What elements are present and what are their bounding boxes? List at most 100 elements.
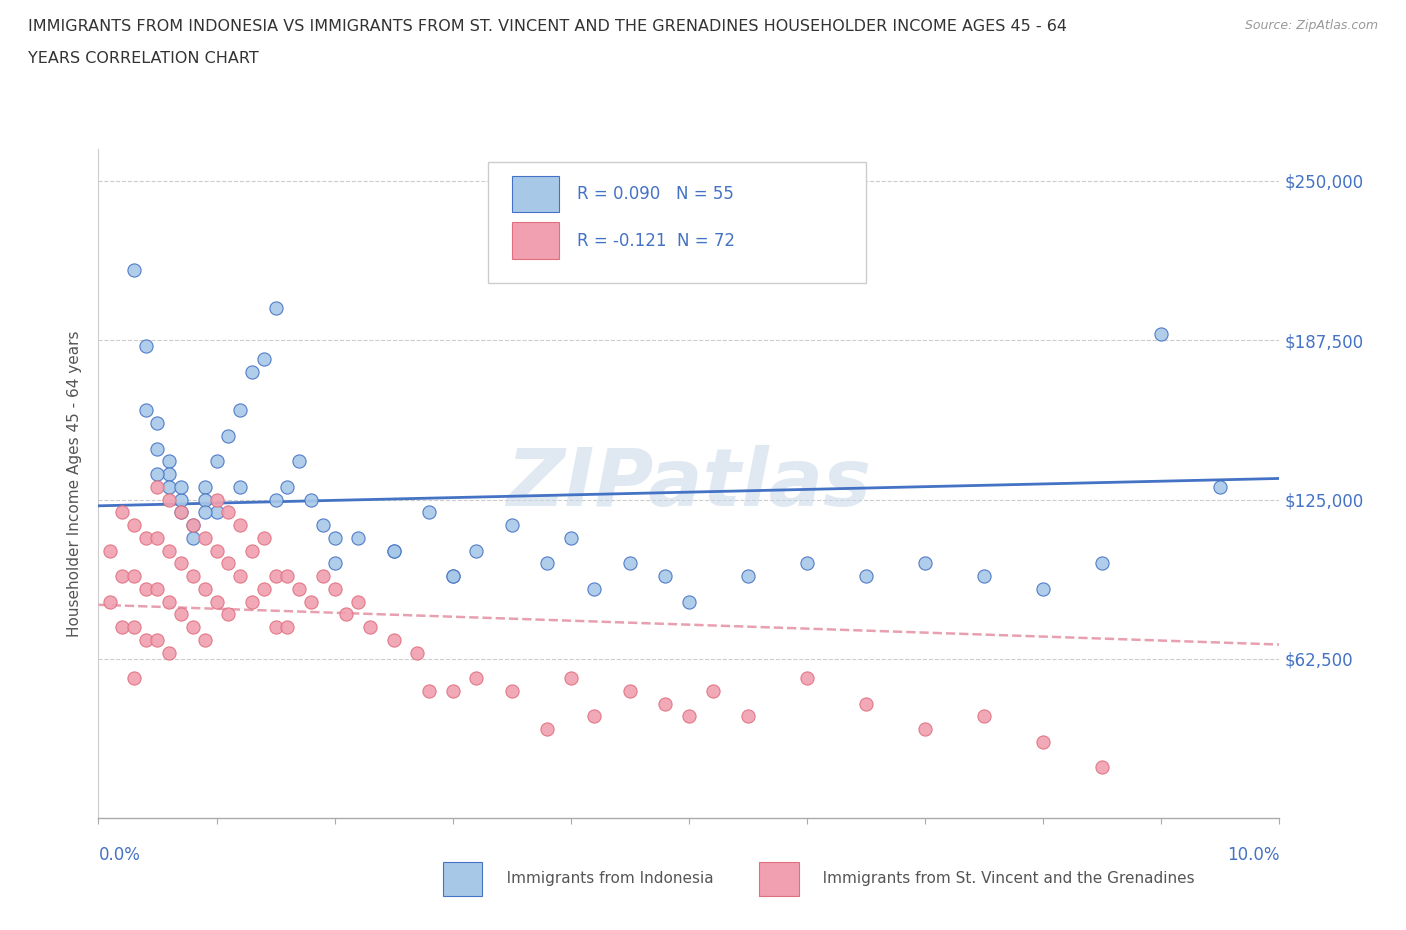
Point [583, 709, 606, 724]
Point [1091, 760, 1114, 775]
Point [146, 441, 169, 456]
Point [194, 632, 217, 647]
Point [135, 632, 157, 647]
Point [122, 671, 145, 685]
Point [312, 568, 335, 583]
Point [122, 262, 145, 277]
Point [205, 492, 228, 507]
Point [536, 722, 558, 737]
Point [135, 339, 157, 354]
Text: 10.0%: 10.0% [1227, 846, 1279, 864]
Point [678, 709, 700, 724]
Point [170, 505, 193, 520]
Text: YEARS CORRELATION CHART: YEARS CORRELATION CHART [28, 51, 259, 66]
Point [465, 543, 488, 558]
Point [194, 492, 217, 507]
Point [240, 543, 263, 558]
Point [122, 568, 145, 583]
Point [170, 556, 193, 571]
Point [135, 530, 157, 545]
Point [359, 619, 381, 634]
Point [973, 568, 995, 583]
Point [122, 518, 145, 533]
Point [229, 568, 252, 583]
Text: R = -0.121  N = 72: R = -0.121 N = 72 [576, 232, 735, 250]
Point [382, 543, 405, 558]
Point [560, 671, 582, 685]
Point [98, 594, 121, 609]
Point [796, 671, 818, 685]
Point [382, 543, 405, 558]
Point [323, 530, 346, 545]
Point [654, 568, 676, 583]
Y-axis label: Householder Income Ages 45 - 64 years: Householder Income Ages 45 - 64 years [67, 330, 83, 637]
Point [1032, 735, 1054, 750]
Point [157, 543, 180, 558]
Point [264, 492, 287, 507]
Point [170, 607, 193, 622]
Point [737, 568, 759, 583]
Point [181, 518, 204, 533]
Point [702, 684, 724, 698]
Point [276, 479, 298, 494]
Point [217, 505, 239, 520]
Text: Immigrants from St. Vincent and the Grenadines: Immigrants from St. Vincent and the Gren… [808, 871, 1195, 886]
FancyBboxPatch shape [512, 222, 560, 259]
Point [347, 530, 370, 545]
Point [619, 556, 641, 571]
Point [170, 505, 193, 520]
Point [264, 300, 287, 315]
Point [418, 684, 440, 698]
Text: 0.0%: 0.0% [98, 846, 141, 864]
Point [205, 543, 228, 558]
Point [312, 518, 335, 533]
Point [678, 594, 700, 609]
Point [181, 619, 204, 634]
Point [217, 607, 239, 622]
Point [194, 479, 217, 494]
Point [264, 568, 287, 583]
Point [157, 454, 180, 469]
Point [111, 505, 134, 520]
Point [205, 594, 228, 609]
Point [217, 556, 239, 571]
Point [299, 492, 322, 507]
Text: IMMIGRANTS FROM INDONESIA VS IMMIGRANTS FROM ST. VINCENT AND THE GRENADINES HOUS: IMMIGRANTS FROM INDONESIA VS IMMIGRANTS … [28, 19, 1067, 33]
Point [205, 454, 228, 469]
Point [796, 556, 818, 571]
Point [157, 594, 180, 609]
Point [441, 568, 464, 583]
Point [240, 365, 263, 379]
Text: Source: ZipAtlas.com: Source: ZipAtlas.com [1244, 19, 1378, 32]
Point [229, 403, 252, 418]
Point [406, 645, 429, 660]
Point [229, 518, 252, 533]
Point [1209, 479, 1232, 494]
Text: Immigrants from Indonesia: Immigrants from Indonesia [492, 871, 714, 886]
Point [914, 722, 936, 737]
Point [217, 429, 239, 444]
Point [135, 581, 157, 596]
Point [276, 568, 298, 583]
Text: ZIPatlas: ZIPatlas [506, 445, 872, 523]
Point [157, 492, 180, 507]
Point [1091, 556, 1114, 571]
Point [654, 697, 676, 711]
Point [288, 454, 311, 469]
Point [181, 518, 204, 533]
Point [111, 619, 134, 634]
Point [194, 505, 217, 520]
Text: R = 0.090   N = 55: R = 0.090 N = 55 [576, 185, 734, 204]
Point [157, 479, 180, 494]
Point [501, 684, 523, 698]
Point [146, 530, 169, 545]
Point [253, 581, 276, 596]
Point [441, 684, 464, 698]
Point [276, 619, 298, 634]
Point [855, 697, 877, 711]
Point [111, 568, 134, 583]
Point [170, 479, 193, 494]
Point [855, 568, 877, 583]
Point [418, 505, 440, 520]
Point [1032, 581, 1054, 596]
